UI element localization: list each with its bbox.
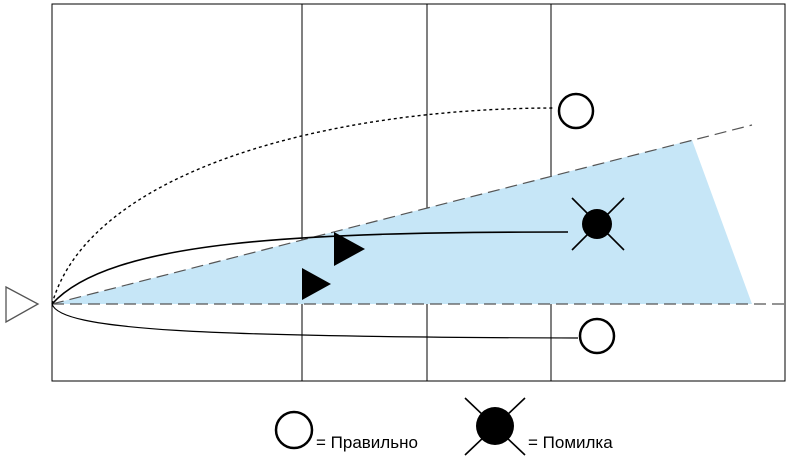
acceptance-zone: [52, 140, 752, 304]
triangle-outline-icon: [5, 285, 40, 324]
upper-boundary-dashed-line: [51, 124, 753, 305]
triangle-filled-icon: [302, 268, 331, 300]
legend-correct-label: = Правильно: [316, 433, 418, 452]
diagram-frame: [51, 3, 786, 382]
middle-trajectory: [51, 231, 569, 305]
filled-circle-cross-icon: [571, 197, 625, 251]
circle-outline-icon: [578, 317, 616, 355]
lower-trajectory: [51, 303, 579, 339]
upper-trajectory: [51, 107, 556, 305]
filled-circle-cross-icon: [464, 397, 526, 456]
circle-outline-icon: [274, 410, 314, 450]
legend: = Правильно = Помилка: [274, 397, 613, 456]
legend-error-label: = Помилка: [528, 433, 613, 452]
triangle-filled-icon: [334, 232, 365, 266]
circle-outline-icon: [557, 92, 595, 130]
